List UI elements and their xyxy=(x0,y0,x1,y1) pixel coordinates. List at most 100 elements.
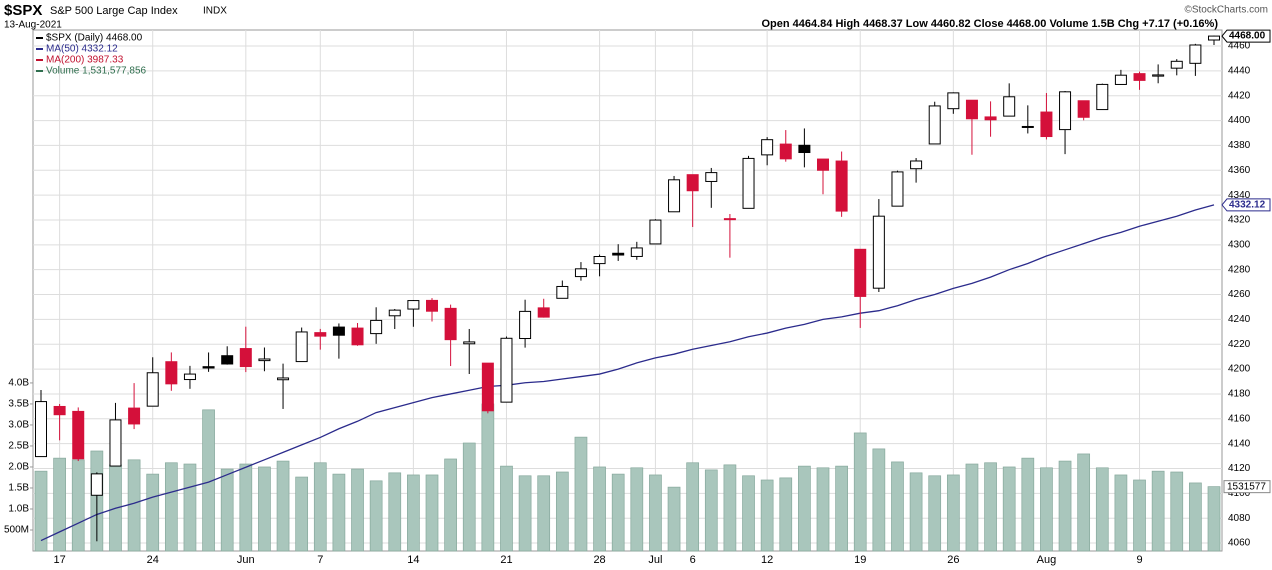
x-tick-label: 12 xyxy=(761,554,773,566)
candle-body xyxy=(798,144,811,154)
candle-body xyxy=(854,248,867,297)
volume-tag-box xyxy=(1223,480,1271,494)
volume-bar xyxy=(239,463,253,552)
candle-body xyxy=(1021,125,1034,128)
candle-body xyxy=(500,337,513,403)
y-tick-label: 4140 xyxy=(1228,438,1251,449)
volume-bar xyxy=(1058,460,1072,552)
volume-bar xyxy=(388,472,402,552)
volume-bar xyxy=(965,463,979,552)
volume-bar xyxy=(369,480,383,552)
candle-body xyxy=(463,341,476,345)
volume-bar xyxy=(71,459,85,552)
candle-body xyxy=(668,179,681,213)
candle-body xyxy=(426,299,438,312)
candle-body xyxy=(1208,35,1220,41)
volume-bar xyxy=(704,469,718,552)
y-tick-label: 4240 xyxy=(1228,314,1251,325)
candle-body xyxy=(593,256,606,265)
plot-frame xyxy=(32,29,1223,552)
volume-bar xyxy=(630,467,644,552)
y2-tick-label: 3.0B xyxy=(8,420,29,431)
candle-body xyxy=(221,355,234,365)
candle-body xyxy=(72,410,85,460)
volume-bar xyxy=(611,473,625,552)
candle-body xyxy=(370,319,383,335)
volume-bar xyxy=(500,465,513,552)
y-tick-label: 4440 xyxy=(1228,66,1251,77)
y-tick-label: 4460 xyxy=(1228,41,1251,52)
y-tick-label: 4300 xyxy=(1228,239,1251,250)
candle-body xyxy=(239,348,252,368)
y2-tick-label: 2.0B xyxy=(8,462,29,473)
volume-bar xyxy=(425,474,439,552)
y-tick-label: 4280 xyxy=(1228,264,1251,275)
volume-bar xyxy=(667,486,681,552)
volume-bar xyxy=(276,460,290,552)
volume-bar xyxy=(742,475,755,552)
volume-bar xyxy=(928,475,942,552)
x-tick-label: 19 xyxy=(854,554,866,566)
candle-body xyxy=(295,331,308,363)
volume-tag: 1531577 xyxy=(1227,481,1266,492)
legend-entry: Volume 1,531,577,856 xyxy=(46,66,147,77)
y2-tick-label: 2.5B xyxy=(8,441,29,452)
volume-bar xyxy=(313,462,327,552)
candle-body xyxy=(277,377,290,381)
candle-body xyxy=(90,473,103,496)
volume-bar xyxy=(518,475,532,552)
candle-body xyxy=(872,215,885,289)
candle-body xyxy=(202,366,215,369)
volume-bar xyxy=(332,473,346,552)
candle-body xyxy=(984,116,997,121)
candle-body xyxy=(258,358,271,362)
candle-body xyxy=(835,160,848,212)
y-tick-label: 4080 xyxy=(1228,513,1251,524)
candle-body xyxy=(630,247,643,257)
chart-title: S&P 500 Large Cap Index xyxy=(50,5,178,17)
y-tick-label: 4420 xyxy=(1228,90,1251,101)
candle-body xyxy=(444,307,457,341)
volume-bar xyxy=(1170,471,1184,552)
volume-bar xyxy=(258,466,271,552)
volume-bar xyxy=(444,458,457,552)
candle-body xyxy=(481,362,494,412)
x-tick-label: 24 xyxy=(147,554,159,566)
legend-entry: $SPX (Daily) 4468.00 xyxy=(46,33,143,44)
candle-body xyxy=(35,401,47,458)
candle-body xyxy=(817,158,829,171)
exchange: INDX xyxy=(203,6,227,17)
x-tick-label: Aug xyxy=(1037,554,1057,566)
candle-body xyxy=(351,327,364,346)
volume-bar xyxy=(574,436,588,552)
volume-bar xyxy=(1021,457,1035,552)
candle-body xyxy=(1114,74,1127,85)
candle-body xyxy=(165,361,178,385)
candle-body xyxy=(407,300,420,310)
candle-body xyxy=(612,252,625,256)
x-tick-label: Jun xyxy=(237,554,255,566)
x-tick-label: 6 xyxy=(690,554,696,566)
volume-bar xyxy=(779,477,793,552)
legend-swatch xyxy=(36,70,43,72)
candle-body xyxy=(928,105,941,145)
volume-bar xyxy=(872,448,886,552)
volume-bar xyxy=(53,457,66,552)
candle-body xyxy=(109,419,122,467)
volume-bar xyxy=(127,459,141,552)
volume-bar xyxy=(649,474,662,552)
y-tick-label: 4260 xyxy=(1228,289,1251,300)
y-tick-label: 4220 xyxy=(1228,339,1251,350)
legend-swatch xyxy=(36,37,43,39)
y2-tick-label: 3.5B xyxy=(8,399,29,410)
candle-body xyxy=(332,326,345,336)
y-tick-label: 4320 xyxy=(1228,215,1251,226)
volume-bar xyxy=(984,462,997,552)
price-tag-box xyxy=(1221,29,1271,43)
x-tick-label: 17 xyxy=(53,554,65,566)
legend-entry: MA(200) 3987.33 xyxy=(46,55,124,66)
candle-body xyxy=(1059,91,1072,131)
volume-bar xyxy=(593,466,606,552)
date: 13-Aug-2021 xyxy=(4,20,62,31)
